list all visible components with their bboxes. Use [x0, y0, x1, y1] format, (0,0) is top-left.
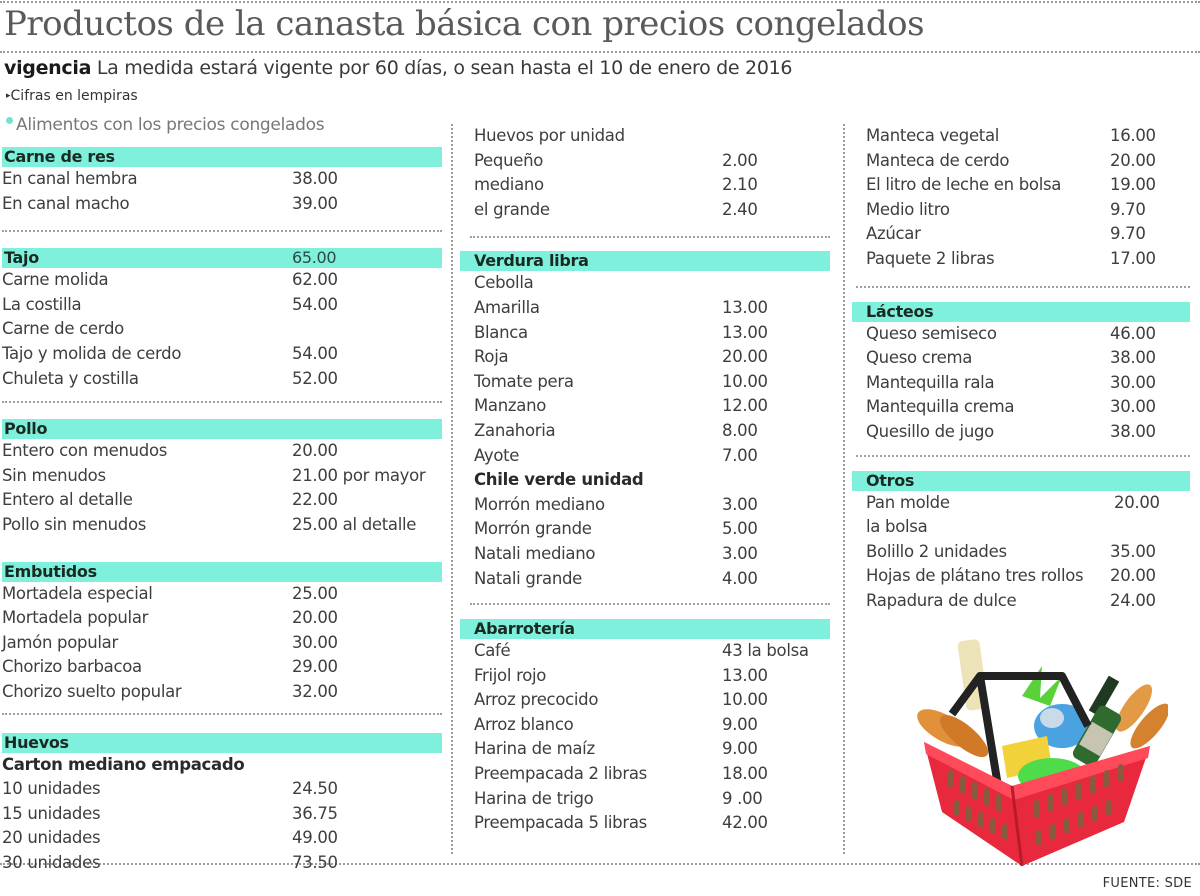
section-otros: Otros	[852, 470, 1190, 491]
list-item: Morrón mediano 3.00	[474, 494, 758, 514]
list-item: Preempacada 2 libras 18.00	[474, 764, 768, 784]
section-lacteos: Lácteos	[852, 301, 1190, 322]
list-item: 10 unidades 24.50	[2, 779, 338, 799]
list-item: Rapadura de dulce 24.00	[866, 590, 1156, 610]
list-item: el grande 2.40	[474, 199, 758, 219]
section-divider	[460, 591, 830, 619]
list-item: Tomate pera 10.00	[474, 371, 768, 391]
list-item: Natali grande 4.00	[474, 568, 758, 588]
list-item: Sin menudos 21.00 por mayor	[2, 465, 426, 485]
legend-note: Alimentos con los precios congelados	[6, 115, 325, 135]
section-divider	[852, 445, 1190, 471]
list-item: Tajo y molida de cerdo 54.00	[2, 343, 338, 363]
list-item: Ayote 7.00	[474, 445, 758, 465]
list-item: Harina de maíz 9.00	[474, 739, 758, 759]
list-item: Blanca 13.00	[474, 322, 768, 342]
list-item: 15 unidades 36.75	[2, 803, 338, 823]
bullet-arrow-icon: ▸	[6, 91, 11, 101]
section-tajo: Tajo 65.00	[2, 248, 442, 269]
vigencia-text: La medida estará vigente por 60 días, o …	[91, 57, 793, 79]
list-item: Bolillo 2 unidades 35.00	[866, 541, 1156, 561]
list-item: Arroz precocido 10.00	[474, 690, 768, 710]
list-item: Paquete 2 libras 17.00	[866, 248, 1156, 268]
title-rule	[0, 51, 1200, 53]
list-item: Pequeño 2.00	[474, 150, 758, 170]
legend-dot-icon	[6, 117, 13, 124]
list-item: Amarilla 13.00	[474, 297, 768, 317]
source-credit: FUENTE: SDE	[1102, 876, 1192, 891]
list-item: Chorizo suelto popular 32.00	[2, 681, 338, 701]
list-item: La costilla 54.00	[2, 294, 338, 314]
section-carne-res: Carne de res	[2, 147, 442, 167]
list-item: Zanahoria 8.00	[474, 420, 758, 440]
list-item: 30 unidades 73.50	[2, 852, 338, 872]
column-3: Manteca vegetal 16.00 Manteca de cerdo 20.…	[852, 124, 1190, 614]
section-embutidos: Embutidos	[2, 561, 442, 582]
list-item: Manzano 12.00	[474, 396, 768, 416]
list-item: Pollo sin menudos 25.00 al detalle	[2, 514, 417, 534]
list-item: Mortadela popular 20.00	[2, 608, 338, 628]
column-divider-1	[451, 124, 453, 854]
list-item: la bolsa	[866, 517, 928, 537]
bottom-rule	[0, 863, 1200, 865]
section-huevos: Huevos	[2, 732, 442, 753]
page-title: Productos de la canasta básica con preci…	[4, 4, 925, 44]
section-pollo: Pollo	[2, 419, 442, 440]
list-item: Preempacada 5 libras 42.00	[474, 813, 768, 833]
list-item: Roja 20.00	[474, 347, 768, 367]
section-divider	[2, 216, 442, 248]
list-item: Quesillo de jugo 38.00	[866, 421, 1156, 441]
subsection-title: Chile verde unidad	[474, 470, 644, 490]
column-2: Huevos por unidad Pequeño 2.00 mediano 2.1…	[460, 124, 830, 836]
vigencia-label: vigencia	[4, 57, 92, 79]
list-item: Carne molida 62.00	[2, 270, 338, 290]
list-item: Jamón popular 30.00	[2, 632, 338, 652]
section-divider	[2, 705, 442, 733]
list-item: Medio litro 9.70	[866, 199, 1146, 219]
list-item: Manteca de cerdo 20.00	[866, 150, 1156, 170]
list-item: Morrón grande 5.00	[474, 519, 758, 539]
subsection-title: Carton mediano empacado	[2, 754, 245, 774]
shopping-basket-icon	[912, 636, 1170, 868]
list-item: Carne de cerdo	[2, 319, 124, 339]
list-item: Mantequilla crema 30.00	[866, 397, 1156, 417]
list-item: Chuleta y costilla 52.00	[2, 368, 338, 388]
list-item: Pan molde 20.00	[866, 492, 1160, 512]
list-item: Frijol rojo 13.00	[474, 665, 768, 685]
list-item: Natali mediano 3.00	[474, 543, 758, 563]
list-item: En canal macho 39.00	[2, 193, 338, 213]
list-item: Cebolla	[474, 273, 534, 293]
list-item: Entero al detalle 22.00	[2, 490, 338, 510]
list-item: 20 unidades 49.00	[2, 828, 338, 848]
section-divider	[2, 391, 442, 419]
column-divider-2	[843, 124, 845, 854]
section-verdura-libra: Verdura libra	[460, 251, 830, 272]
list-item: Manteca vegetal 16.00	[866, 126, 1156, 145]
list-item: mediano 2.10	[474, 175, 758, 195]
list-item: Harina de trigo 9 .00	[474, 788, 763, 808]
currency-note: ▸Cifras en lempiras	[6, 88, 138, 104]
section-abarroteria: Abarrotería	[460, 619, 830, 640]
subsection-title: Huevos por unidad	[474, 126, 625, 145]
column-1: Carne de res En canal hembra 38.00 En can…	[2, 147, 442, 875]
list-item: Entero con menudos 20.00	[2, 441, 338, 461]
list-item: Hojas de plátano tres rollos 20.00	[866, 566, 1156, 586]
list-item: Chorizo barbacoa 29.00	[2, 657, 338, 677]
list-item: Azúcar 9.70	[866, 224, 1146, 244]
list-item: Queso semiseco 46.00	[866, 323, 1156, 343]
list-item: Mantequilla rala 30.00	[866, 372, 1156, 392]
list-item: El litro de leche en bolsa 19.00	[866, 175, 1156, 195]
section-spacer	[2, 538, 442, 562]
section-divider	[852, 272, 1190, 302]
list-item: Mortadela especial 25.00	[2, 583, 338, 603]
section-divider	[460, 222, 830, 251]
top-rule	[0, 1, 1200, 3]
list-item: Queso crema 38.00	[866, 348, 1156, 368]
vigencia-line: vigencia La medida estará vigente por 60…	[4, 57, 793, 79]
list-item: Arroz blanco 9.00	[474, 714, 758, 734]
list-item: En canal hembra 38.00	[2, 169, 338, 188]
list-item: Café 43 la bolsa	[474, 641, 809, 661]
